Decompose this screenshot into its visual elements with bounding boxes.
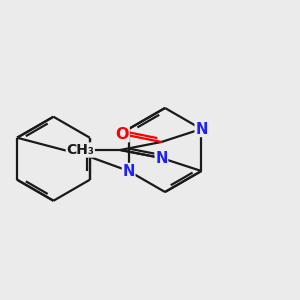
Text: N: N (122, 164, 135, 178)
Text: CH₃: CH₃ (66, 143, 94, 157)
Text: O: O (116, 127, 129, 142)
Text: N: N (195, 122, 208, 136)
Text: N: N (155, 151, 168, 166)
